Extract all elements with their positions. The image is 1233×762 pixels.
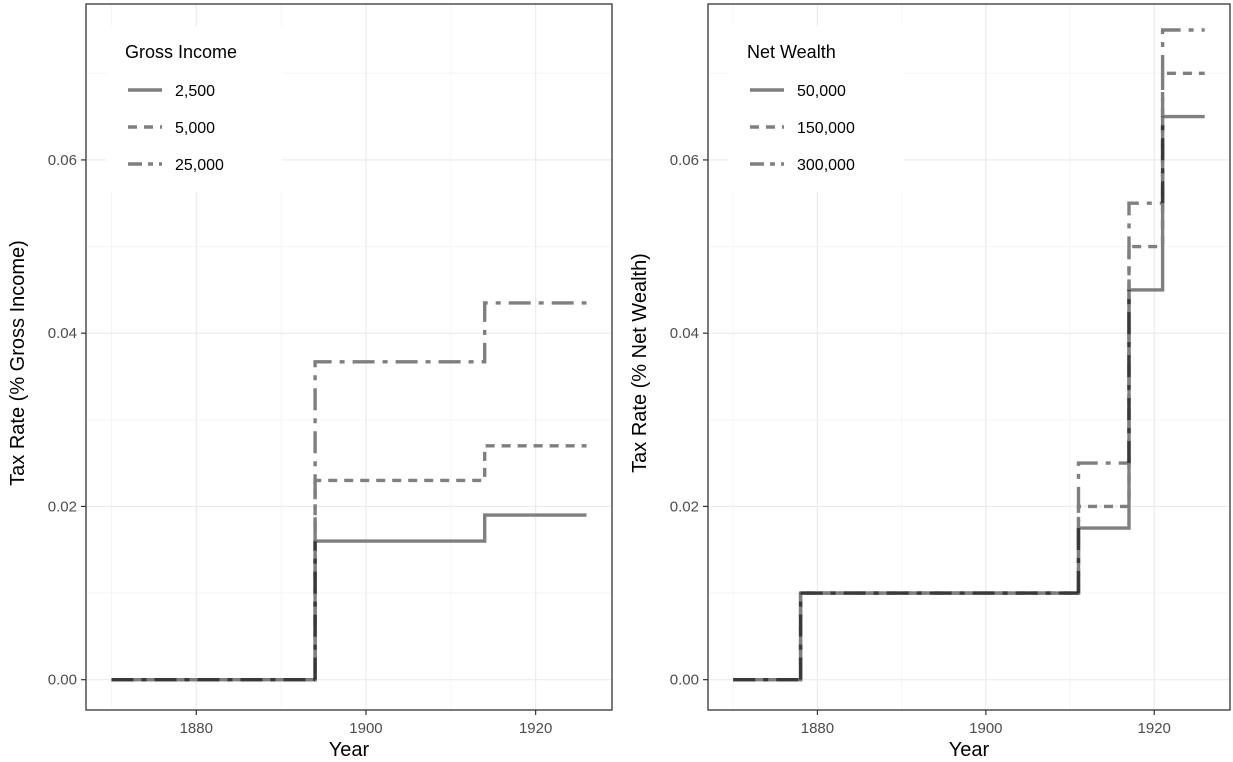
legend-label: 2,500 [175,83,215,100]
x-axis-title: Year [329,739,370,761]
legend-label: 5,000 [175,120,215,137]
x-tick-label: 1900 [349,720,382,737]
y-tick-label: 0.06 [48,152,77,169]
series-line-solid [111,513,587,682]
panel-border [707,3,1231,711]
y-axis-title: Tax Rate (% Gross Income) [7,240,29,486]
x-tick-label: 1880 [180,720,213,737]
x-tick-label: 1920 [1138,720,1171,737]
legend-label: 300,000 [797,157,855,174]
series-line-longdash [111,301,587,682]
legend-title: Net Wealth [747,42,836,62]
y-tick-label: 0.04 [48,325,77,342]
y-tick-label: 0.00 [670,672,699,689]
x-tick-label: 1920 [519,720,552,737]
x-tick-label: 1900 [969,720,1002,737]
panel-border [85,3,613,711]
y-tick-label: 0.06 [670,152,699,169]
x-axis-title: Year [949,739,990,761]
series-line-longdash [733,28,1205,682]
y-tick-label: 0.02 [670,498,699,515]
legend-label: 50,000 [797,83,846,100]
x-tick-label: 1880 [801,720,834,737]
y-tick-label: 0.00 [48,672,77,689]
series-line-dashed [111,444,587,682]
legend-title: Gross Income [125,42,237,62]
y-tick-label: 0.04 [670,325,699,342]
legend-label: 25,000 [175,157,224,174]
chart-panel-net-wealth: 1880 1900 1920 0.00 0.02 0.04 0.06 Year Tax Rate… [629,3,1231,761]
chart-panel-gross-income: 1880 1900 1920 0.00 0.02 0.04 0.06 Year Tax Rate… [7,3,613,761]
y-axis-title: Tax Rate (% Net Wealth) [629,253,651,473]
legend-label: 150,000 [797,120,855,137]
y-tick-label: 0.02 [48,498,77,515]
